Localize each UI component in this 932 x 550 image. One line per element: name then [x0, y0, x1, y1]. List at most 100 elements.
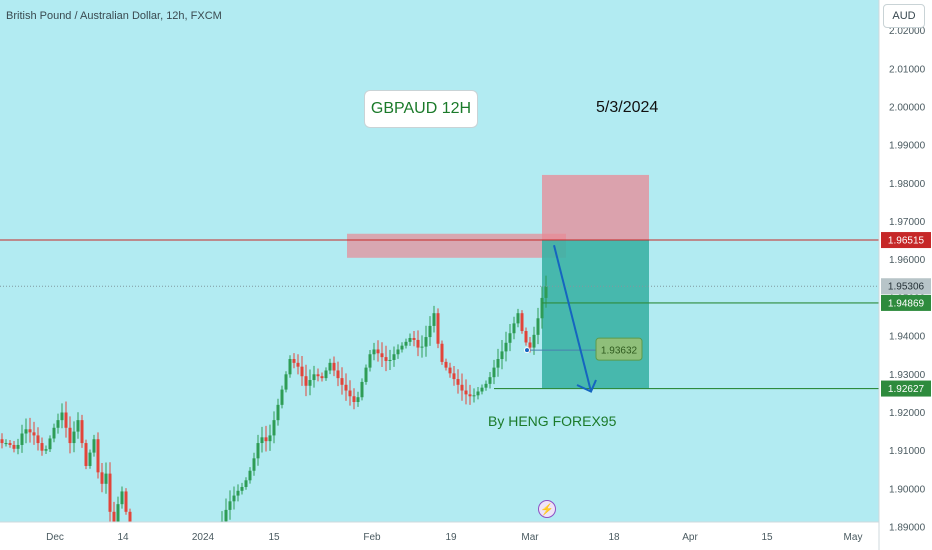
- candle-body: [252, 458, 256, 471]
- candle-body: [484, 383, 488, 388]
- candle-body: [100, 472, 104, 484]
- candle-body: [36, 435, 40, 444]
- candle-body: [508, 333, 512, 343]
- candle-body: [268, 435, 272, 442]
- y-tick-label: 1.94000: [889, 332, 926, 343]
- candle-body: [368, 354, 372, 368]
- candle-body: [428, 325, 432, 338]
- currency-button[interactable]: AUD: [883, 4, 925, 28]
- mid-price-label-box: [595, 337, 643, 361]
- candle-body: [332, 362, 336, 371]
- candle-body: [64, 412, 68, 428]
- candle-body: [360, 381, 364, 398]
- x-tick-label: 15: [761, 532, 773, 543]
- candle-body: [364, 367, 368, 382]
- candle-body: [412, 338, 416, 340]
- candle-body: [432, 313, 436, 326]
- y-tick-label: 1.97000: [889, 217, 926, 228]
- candle-body: [12, 444, 16, 449]
- y-tick-label: 1.98000: [889, 179, 926, 190]
- x-tick-label: Dec: [46, 532, 64, 543]
- candle-body: [528, 342, 532, 348]
- candle-body: [424, 337, 428, 347]
- candle-body: [420, 346, 424, 348]
- candle-body: [416, 339, 420, 348]
- time-axis-panel: [0, 522, 879, 550]
- supply-zone: [347, 233, 566, 258]
- candle-body: [540, 297, 544, 319]
- date-annotation[interactable]: 5/3/2024: [596, 99, 659, 116]
- resistance-badge-label: 1.96515: [888, 236, 925, 247]
- x-tick-label: Feb: [363, 532, 381, 543]
- candle-body: [0, 439, 4, 444]
- candle-body: [524, 331, 528, 343]
- candle-body: [396, 349, 400, 355]
- candle-body: [248, 470, 252, 481]
- candle-body: [52, 427, 56, 439]
- candle-body: [96, 439, 100, 473]
- candle-body: [532, 334, 536, 348]
- candle-body: [452, 373, 456, 380]
- candle-body: [344, 384, 348, 391]
- candle-body: [348, 390, 352, 397]
- badges-layer: 1.96515 1.94869 1.92627 1.95306: [881, 232, 931, 397]
- candle-body: [92, 439, 96, 453]
- x-tick-label: 18: [608, 532, 620, 543]
- candle-body: [448, 367, 452, 374]
- candle-body: [40, 443, 44, 451]
- candle-body: [296, 362, 300, 367]
- y-tick-label: 2.00000: [889, 102, 926, 113]
- candle-body: [376, 349, 380, 354]
- candle-body: [472, 395, 476, 397]
- candle-body: [496, 359, 500, 368]
- candle-body: [504, 342, 508, 352]
- y-tick-label: 1.89000: [889, 523, 926, 534]
- candle-body: [352, 396, 356, 402]
- candle-body: [408, 338, 412, 342]
- x-tick-label: 14: [117, 532, 129, 543]
- x-tick-label: Apr: [682, 532, 698, 543]
- candle-body: [500, 351, 504, 360]
- x-tick-label: 15: [268, 532, 280, 543]
- candle-body: [68, 427, 72, 444]
- candle-body: [116, 504, 120, 522]
- x-tick-label: Mar: [521, 532, 539, 543]
- candle-body: [512, 323, 516, 334]
- candle-body: [404, 341, 408, 346]
- candle-body: [44, 449, 48, 451]
- author-annotation[interactable]: By HENG FOREX95: [488, 413, 617, 429]
- candle-body: [16, 444, 20, 449]
- candle-body: [320, 376, 324, 379]
- candle-body: [244, 480, 248, 487]
- candle-body: [4, 443, 8, 445]
- candle-body: [284, 374, 288, 390]
- chart-title-box[interactable]: GBPAUD 12H: [364, 90, 478, 128]
- levels-layer: 1.93632: [0, 239, 879, 393]
- candle-body: [436, 313, 440, 344]
- candle-body: [324, 370, 328, 379]
- candle-body: [88, 452, 92, 466]
- candle-body: [388, 359, 392, 361]
- candle-body: [440, 343, 444, 362]
- candle-body: [328, 362, 332, 371]
- candle-body: [308, 380, 312, 386]
- candle-body: [108, 473, 112, 512]
- x-tick-label: 2024: [192, 532, 215, 543]
- candle-body: [492, 367, 496, 378]
- y-tick-label: 1.92000: [889, 408, 926, 419]
- candle-body: [536, 318, 540, 335]
- x-tick-label: 19: [445, 532, 457, 543]
- candle-body: [372, 349, 376, 355]
- y-tick-label: 1.99000: [889, 141, 926, 152]
- y-tick-label: 1.91000: [889, 446, 926, 457]
- candle-body: [276, 404, 280, 421]
- candle-body: [300, 366, 304, 377]
- candle-body: [316, 374, 320, 377]
- candle-body: [288, 359, 292, 375]
- candle-body: [292, 359, 296, 363]
- y-tick-label: 1.96000: [889, 255, 926, 266]
- last-price-badge: [881, 278, 931, 295]
- mid-price-label: 1.93632: [601, 346, 638, 357]
- lightning-icon[interactable]: ⚡: [538, 500, 556, 518]
